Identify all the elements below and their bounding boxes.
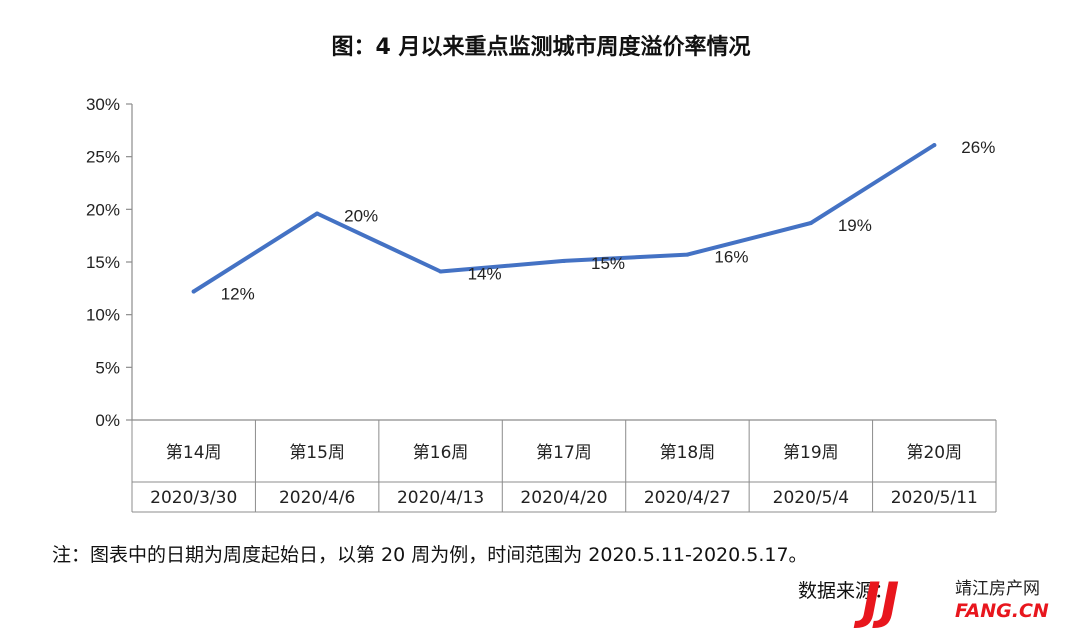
data-point: [685, 252, 690, 257]
x-date-label: 2020/4/27: [644, 488, 731, 508]
data-label: 16%: [714, 248, 748, 267]
x-category-label: 第15周: [289, 443, 345, 463]
watermark-site-name: 靖江房产网: [955, 579, 1040, 599]
x-date-label: 2020/4/6: [279, 488, 355, 508]
y-tick-label: 30%: [86, 95, 120, 114]
y-tick-label: 10%: [86, 306, 120, 325]
x-category-label: 第17周: [536, 443, 592, 463]
data-source: 数据来源：: [798, 580, 893, 602]
data-point: [562, 258, 566, 263]
y-tick-label: 0%: [95, 411, 120, 430]
data-label: 20%: [344, 207, 378, 226]
x-category-label: 第18周: [660, 443, 716, 463]
y-tick-label: 5%: [95, 358, 120, 377]
x-date-label: 2020/5/4: [773, 488, 849, 508]
data-labels: 12% 20% 14% 15% 16% 19% 26%: [221, 138, 996, 303]
series-line: [191, 143, 937, 294]
data-point: [932, 143, 937, 148]
x-category-label: 第20周: [906, 443, 962, 463]
category-table: 第14周 第15周 第16周 第17周 第18周 第19周 第20周 2020/3/30 202…: [131, 419, 997, 513]
x-date-label: 2020/4/13: [397, 488, 484, 508]
x-date-label: 2020/3/30: [150, 488, 237, 508]
data-point: [808, 221, 813, 226]
data-label: 26%: [961, 138, 995, 157]
data-point: [191, 289, 196, 294]
data-label: 15%: [591, 254, 625, 273]
x-date-label: 2020/4/20: [520, 488, 607, 508]
footnote: 注：图表中的日期为周度起始日，以第 20 周为例，时间范围为 2020.5.11…: [52, 544, 808, 566]
data-label: 14%: [468, 264, 502, 283]
data-point: [438, 269, 443, 274]
axes: [126, 103, 133, 421]
data-point: [315, 211, 320, 216]
data-points: [191, 143, 937, 294]
watermark-logo: JJ 靖江房产网 FANG.CN: [853, 572, 1049, 630]
y-tick-label: 25%: [86, 148, 120, 167]
x-category-label: 第16周: [413, 443, 469, 463]
watermark-domain: FANG.CN: [955, 600, 1049, 622]
data-label: 19%: [838, 216, 872, 235]
y-tick-label: 15%: [86, 253, 120, 272]
x-category-label: 第19周: [783, 443, 839, 463]
x-date-label: 2020/5/11: [891, 488, 978, 508]
chart-title: 图：4 月以来重点监测城市周度溢价率情况: [332, 34, 751, 60]
y-tick-label: 20%: [86, 200, 120, 219]
x-category-label: 第14周: [166, 443, 222, 463]
y-tick-labels: 0% 5% 10% 15% 20% 25% 30%: [86, 95, 120, 430]
data-label: 12%: [221, 284, 255, 303]
